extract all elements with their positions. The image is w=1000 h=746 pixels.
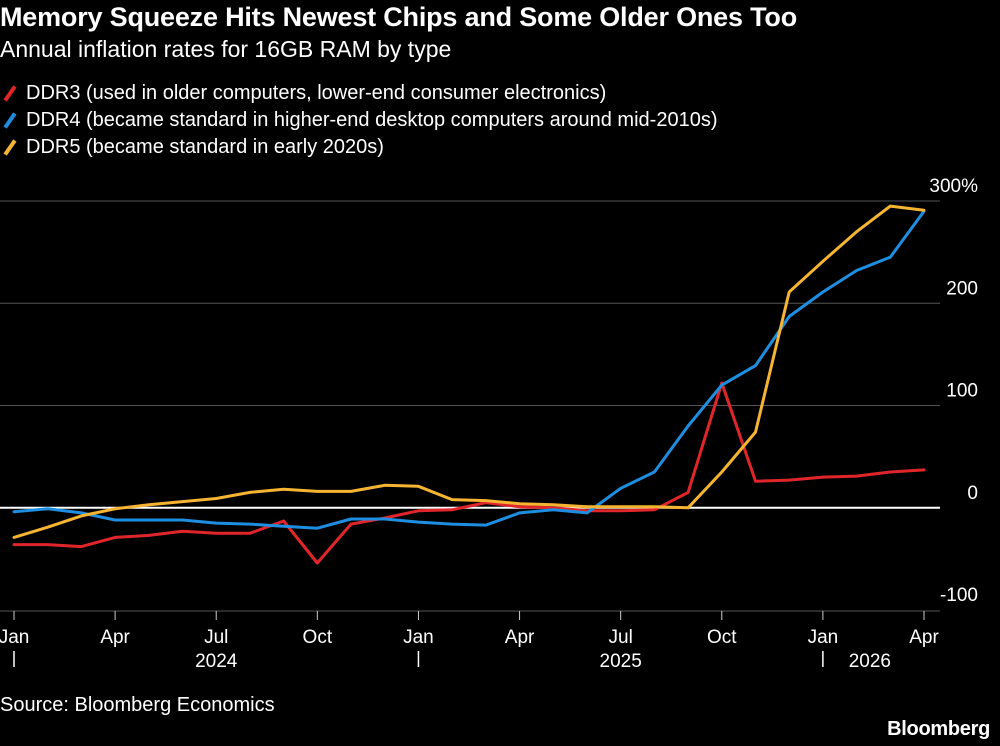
ddr4-line [12, 209, 926, 530]
x-tick-label: Jan [0, 627, 29, 648]
line-chart: -100 0 100 200 300% Jan Apr Jul Oct Jan Apr Jul Oct J… [0, 176, 978, 672]
x-tick-label: Jan [403, 627, 434, 648]
legend-label-ddr5: DDR5 (became standard in early 2020s) [26, 136, 384, 158]
y-tick-label: 300% [929, 176, 978, 197]
legend-item-ddr5: DDR5 (became standard in early 2020s) [3, 134, 717, 161]
brand-logo: Bloomberg [887, 718, 990, 740]
year-label: 2026 [849, 651, 891, 672]
ddr3-line [12, 381, 926, 565]
y-tick-label: 100 [946, 381, 978, 402]
x-tick-label: Oct [303, 627, 333, 648]
legend-item-ddr3: DDR3 (used in older computers, lower-end… [3, 80, 717, 107]
x-tick-label: Jan [808, 627, 839, 648]
x-tick-label: Apr [505, 627, 535, 648]
legend-swatch-ddr4 [3, 112, 17, 129]
x-tick-label: Apr [100, 627, 130, 648]
legend-swatch-ddr3 [3, 85, 17, 102]
ddr5-line [12, 204, 926, 539]
source-note: Source: Bloomberg Economics [0, 694, 275, 716]
x-tick-label: Oct [707, 627, 737, 648]
y-tick-label: 0 [967, 483, 978, 504]
chart-subtitle: Annual inflation rates for 16GB RAM by t… [0, 36, 452, 62]
x-tick-label: Jul [204, 627, 228, 648]
x-tick-label: Apr [909, 627, 939, 648]
x-tick-label: Jul [609, 627, 633, 648]
y-tick-label: 200 [946, 278, 978, 299]
y-tick-label: -100 [940, 585, 978, 606]
legend: DDR3 (used in older computers, lower-end… [3, 80, 718, 161]
legend-label-ddr3: DDR3 (used in older computers, lower-end… [26, 82, 607, 104]
legend-swatch-ddr5 [3, 139, 17, 156]
legend-label-ddr4: DDR4 (became standard in higher-end desk… [26, 109, 718, 131]
legend-item-ddr4: DDR4 (became standard in higher-end desk… [3, 107, 718, 134]
chart-title: Memory Squeeze Hits Newest Chips and Som… [0, 2, 797, 32]
year-label: 2024 [195, 651, 238, 672]
year-label: 2025 [600, 651, 642, 672]
